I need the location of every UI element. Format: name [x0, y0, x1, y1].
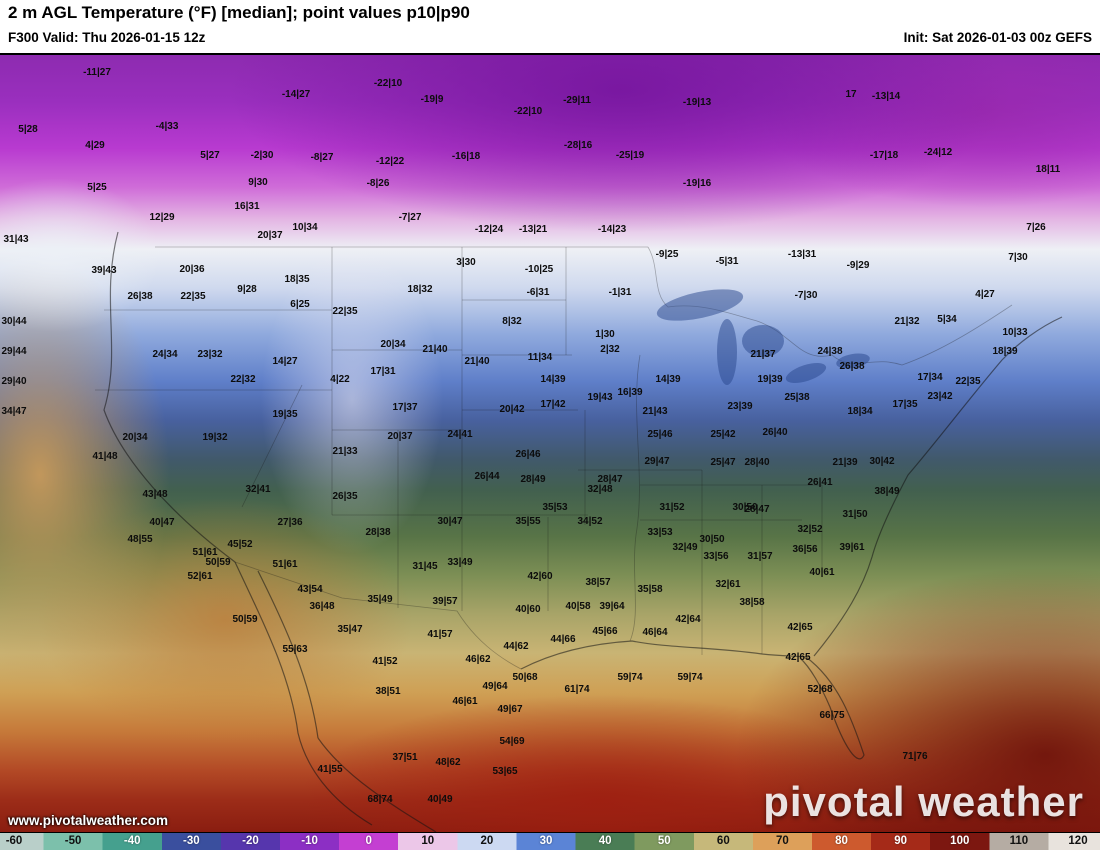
colorbar-tick-label: -10	[301, 835, 318, 847]
coastlines	[103, 231, 1063, 832]
colorbar-tick-label: 50	[657, 835, 671, 847]
temperature-map	[0, 55, 1100, 832]
state-borders	[95, 246, 1013, 670]
init-time-label: Init: Sat 2026-01-03 00z GEFS	[903, 30, 1092, 45]
colorbar-tick-label: 0	[365, 835, 372, 847]
colorbar-tick-label: 110	[1009, 835, 1029, 847]
website-url: www.pivotalweather.com	[8, 813, 169, 828]
colorbar-tick-label: -30	[183, 835, 200, 847]
watermark-brand: pivotal weather	[763, 778, 1084, 825]
great-lakes	[656, 289, 870, 385]
colorbar-tick-label: 100	[950, 835, 970, 847]
colorbar-tick-label: 40	[598, 835, 612, 847]
page-title: 2 m AGL Temperature (°F) [median]; point…	[8, 3, 470, 22]
colorbar-tick-label: 60	[716, 835, 730, 847]
colorbar-tick-label: 30	[539, 835, 553, 847]
colorbar-tick-label: 120	[1068, 835, 1088, 847]
colorbar-tick-label: 20	[480, 835, 494, 847]
colorbar-tick-label: 70	[776, 835, 789, 847]
map-header: 2 m AGL Temperature (°F) [median]; point…	[0, 0, 1100, 55]
colorbar-tick-label: 80	[835, 835, 848, 847]
colorbar-tick-label: 10	[421, 835, 435, 847]
map-boundaries	[95, 231, 1063, 832]
colorbar-tick-label: -50	[64, 835, 82, 847]
colorbar-tick-label: -20	[242, 835, 259, 847]
colorbar-tick-label: -40	[123, 835, 141, 847]
colorbar-tick-label: 90	[894, 835, 908, 847]
valid-time-label: F300 Valid: Thu 2026-01-15 12z	[8, 30, 206, 45]
colorbar-tick-label: -60	[5, 835, 23, 847]
temperature-colorbar: -60 -50 -40 -30 -20 -10 0 10 20 30 40 50 60 70 80 90 100…	[0, 832, 1100, 850]
